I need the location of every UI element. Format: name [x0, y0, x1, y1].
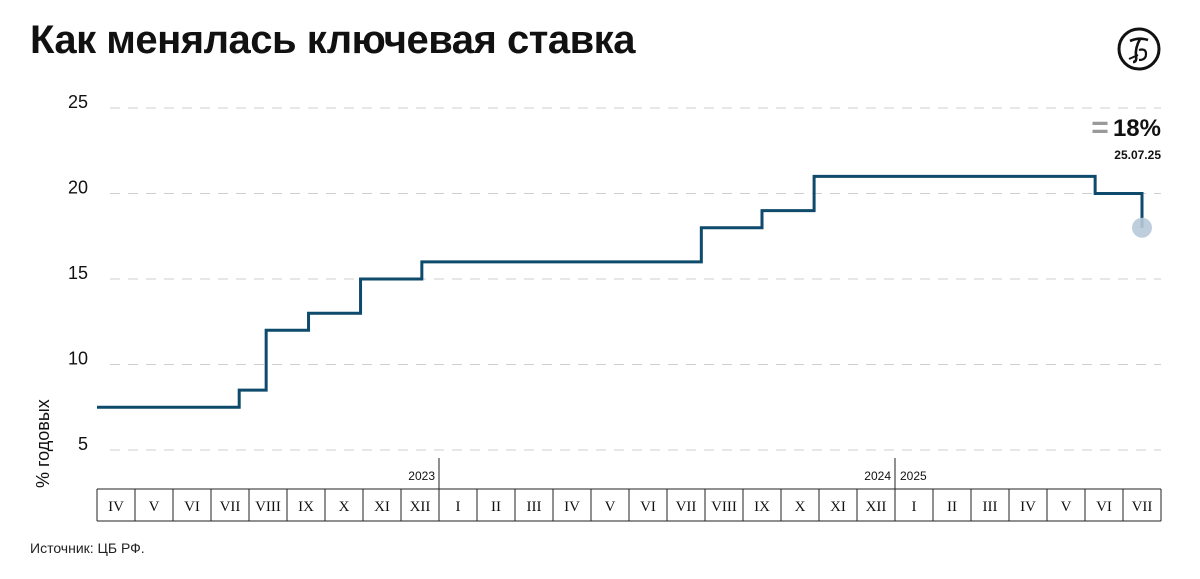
chart-title: Как менялась ключевая ставка — [30, 18, 635, 62]
month-label: III — [527, 499, 542, 515]
grid-lines — [110, 107, 1161, 451]
the-bell-logo-icon — [1117, 27, 1161, 71]
month-label: VI — [184, 499, 200, 515]
month-label: XII — [410, 499, 431, 515]
y-tick-label: 5 — [78, 434, 88, 454]
source-note: Источник: ЦБ РФ. — [30, 540, 145, 556]
month-label: XI — [830, 499, 846, 515]
month-label: VIII — [255, 499, 281, 515]
plot-area — [97, 174, 1152, 409]
month-label: VI — [640, 499, 656, 515]
y-tick-label: 20 — [68, 178, 88, 198]
year-label: 2025 — [900, 469, 927, 483]
month-label: VII — [1132, 499, 1153, 515]
annotation-value: 18% — [1113, 115, 1161, 142]
y-axis-ticks: 5 10 15 20 25 — [68, 92, 88, 454]
month-label: X — [795, 499, 806, 515]
month-label: I — [456, 499, 461, 515]
month-label: II — [491, 499, 501, 515]
month-label: XII — [866, 499, 887, 515]
y-tick-label: 15 — [68, 263, 88, 283]
month-label: IV — [1020, 499, 1036, 515]
y-tick-label: 10 — [68, 349, 88, 369]
month-label: VII — [676, 499, 697, 515]
x-axis: IV V VI VII VIII IX X XI XII I II III IV V VI VII VIII IX… — [96, 458, 1162, 522]
month-label: IV — [108, 499, 124, 515]
month-label: V — [605, 499, 616, 515]
month-label: VII — [220, 499, 241, 515]
y-tick-label: 25 — [68, 92, 88, 112]
y-axis-label: % годовых — [33, 399, 53, 488]
month-label: V — [1061, 499, 1072, 515]
month-label: X — [339, 499, 350, 515]
month-label: IV — [564, 499, 580, 515]
month-label: I — [912, 499, 917, 515]
rate-annotation: = 18% 25.07.25 — [1091, 111, 1161, 162]
annotation-equals-icon: = — [1091, 111, 1109, 144]
current-rate-point — [1132, 217, 1152, 238]
annotation-date: 25.07.25 — [1114, 148, 1161, 162]
year-label: 2023 — [408, 469, 435, 483]
month-label: VIII — [711, 499, 737, 515]
month-label: IX — [298, 499, 314, 515]
month-label: VI — [1096, 499, 1112, 515]
month-label: II — [947, 499, 957, 515]
rate-step-line — [97, 174, 1144, 409]
month-label: IX — [754, 499, 770, 515]
year-label: 2024 — [864, 469, 891, 483]
month-label: III — [983, 499, 998, 515]
month-label: V — [149, 499, 160, 515]
month-label: XI — [374, 499, 390, 515]
